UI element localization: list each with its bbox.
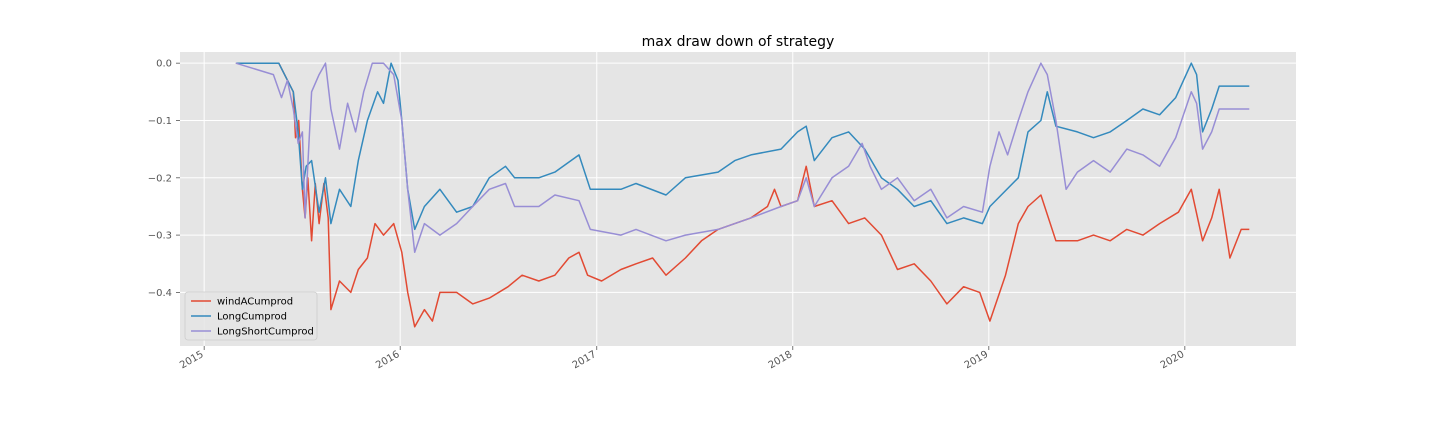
legend-box bbox=[184, 291, 318, 341]
chart-title: max draw down of strategy bbox=[642, 34, 835, 50]
x-tick-label: 2015 bbox=[178, 349, 206, 371]
y-tick-label: −0.4 bbox=[148, 288, 172, 299]
series-line-LongShortCumprod bbox=[235, 62, 1250, 254]
series-line-LongCumprod bbox=[235, 62, 1250, 231]
legend-label: LongShortCumprod bbox=[217, 327, 314, 338]
x-tick-label: 2016 bbox=[374, 349, 402, 371]
y-tick-label: 0.0 bbox=[156, 59, 172, 70]
y-tick-label: −0.2 bbox=[148, 173, 172, 184]
y-axis-ticks: 0.0 −0.1 −0.2 −0.3 −0.4 bbox=[148, 59, 180, 299]
series-lines bbox=[235, 62, 1250, 328]
grid-lines bbox=[180, 52, 1296, 346]
x-axis-ticks: 2015 2016 2017 2018 2019 2020 bbox=[178, 346, 1186, 371]
x-tick-label: 2018 bbox=[767, 349, 795, 371]
x-tick-label: 2017 bbox=[571, 349, 599, 371]
legend[interactable]: windACumprod LongCumprod LongShortCumprod bbox=[184, 291, 318, 341]
x-tick-label: 2020 bbox=[1159, 349, 1187, 371]
x-tick-label: 2019 bbox=[963, 349, 991, 371]
legend-label: LongCumprod bbox=[217, 312, 287, 323]
y-tick-label: −0.3 bbox=[148, 231, 172, 242]
series-line-windACumprod bbox=[235, 62, 1250, 328]
y-tick-label: −0.1 bbox=[148, 116, 172, 127]
plot-background bbox=[180, 52, 1296, 346]
legend-label: windACumprod bbox=[217, 297, 293, 308]
